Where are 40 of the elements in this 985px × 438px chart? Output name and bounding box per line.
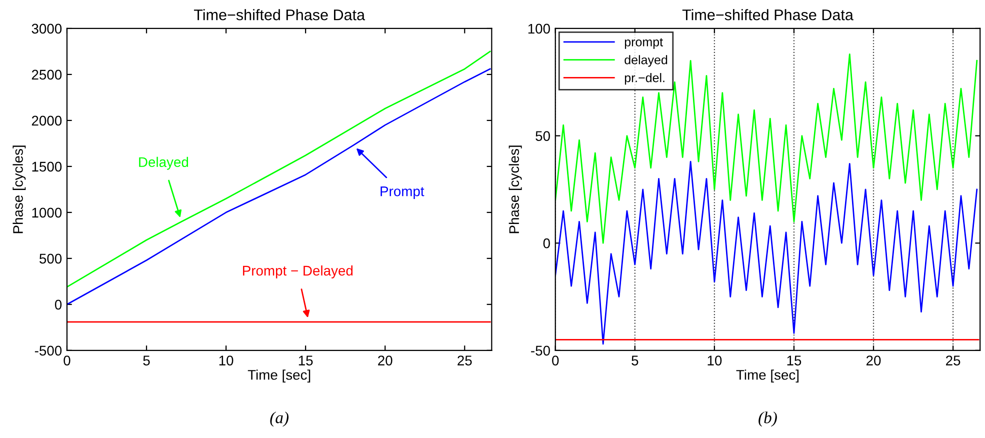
y-tick-label: 3000 (32, 24, 62, 34)
x-tick-label: 20 (866, 356, 881, 366)
x-tick-label: 25 (946, 356, 960, 366)
text: (b) (758, 412, 777, 427)
y-tick-label: -50 (531, 346, 550, 356)
legend-label: pr.−del. (624, 73, 664, 85)
annotation: Prompt (380, 186, 424, 199)
y-tick-label: 2500 (32, 70, 62, 80)
x-tick-label: 10 (708, 356, 722, 366)
chart-title: Time−shifted Phase Data (682, 9, 854, 20)
y-tick-label: 1500 (32, 162, 62, 172)
line-series (555, 160, 978, 345)
y-tick-label: 100 (528, 24, 550, 34)
y-tick-label: 50 (536, 131, 550, 141)
x-axis-title: Time [sec] (736, 370, 799, 383)
legend-label: delayed (624, 55, 668, 67)
y-tick-label: 0 (543, 238, 550, 248)
x-tick-label: 5 (632, 356, 638, 366)
y-tick-label: 2000 (32, 116, 62, 126)
y-tick-label: 0 (54, 300, 62, 310)
y-tick-label: 1000 (32, 208, 62, 218)
x-axis-title: Time [sec] (248, 370, 310, 383)
line-series (555, 54, 978, 244)
y-tick-label: -500 (34, 346, 62, 356)
annotation: Delayed (139, 156, 188, 170)
x-tick-label: 20 (378, 356, 392, 366)
legend-label: prompt (624, 38, 663, 49)
x-tick-label: 10 (219, 356, 234, 366)
x-tick-label: 0 (64, 356, 70, 366)
y-tick-label: 500 (40, 254, 62, 264)
y-axis-title: Phase [cycles] (12, 146, 26, 234)
x-tick-label: 15 (787, 356, 802, 366)
annotation: Prompt − Delayed (243, 265, 353, 278)
x-tick-label: 25 (458, 356, 472, 366)
x-tick-label: 15 (298, 356, 313, 366)
chart-title: Time−shifted Phase Data (194, 9, 366, 20)
text: (a) (270, 412, 289, 427)
x-tick-label: 5 (143, 356, 150, 366)
x-tick-label: 0 (552, 356, 559, 366)
y-axis-title: Phase [cycles] (508, 146, 522, 234)
